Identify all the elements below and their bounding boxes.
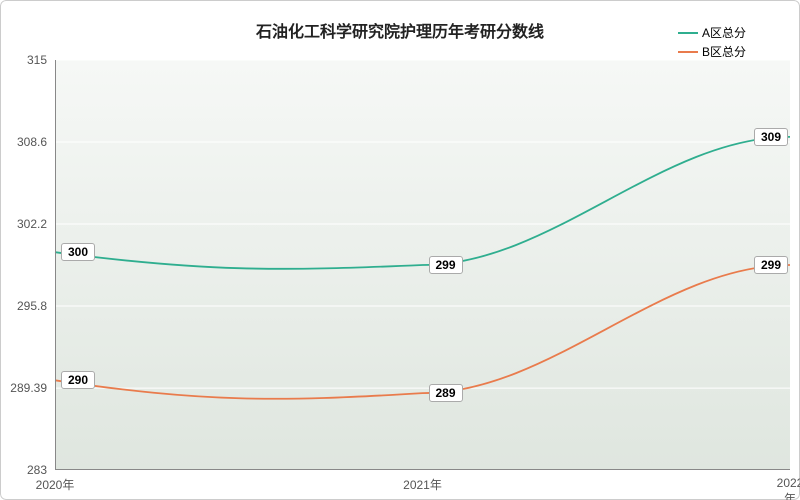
x-tick-label: 2021年 — [403, 476, 442, 493]
x-tick-label: 2020年 — [36, 476, 75, 493]
y-tick-label: 315 — [0, 53, 47, 67]
x-tick-label: 2022年 — [777, 476, 800, 500]
y-tick-label: 302.2 — [0, 217, 47, 231]
chart-container: 石油化工科学研究院护理历年考研分数线 A区总分B区总分 283289.39295… — [0, 0, 800, 500]
y-tick-label: 295.8 — [0, 299, 47, 313]
y-tick-label: 283 — [0, 463, 47, 477]
plot-border — [55, 60, 790, 470]
y-tick-label: 289.39 — [0, 381, 47, 395]
y-tick-label: 308.6 — [0, 135, 47, 149]
